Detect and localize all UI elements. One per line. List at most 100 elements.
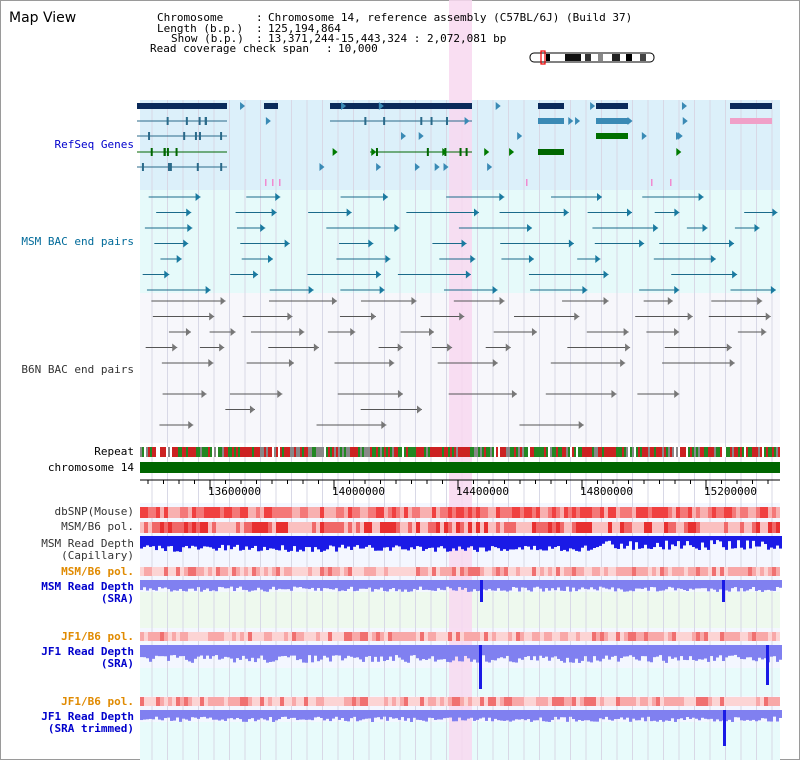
jf1-trim-depth [719, 710, 722, 722]
msm-cap-depth [362, 536, 365, 549]
jf1-sra-depth [452, 645, 455, 661]
jf1-trim-depth [269, 710, 272, 718]
jf1-pol2-heat [140, 697, 144, 706]
msm-sra-depth [608, 580, 611, 590]
msm-sra-pol-heat [652, 567, 656, 576]
msm-sra-depth [269, 580, 272, 590]
bac-end [284, 239, 290, 248]
msm-sra-depth [248, 580, 251, 592]
msm-cap-depth [203, 536, 206, 547]
msm-cap-depth [365, 536, 368, 547]
msm-cap-depth [677, 536, 680, 542]
jf1-pol-heat [732, 632, 736, 641]
track-label-dbsnp[interactable]: dbSNP(Mouse) [54, 505, 134, 518]
msm-sra-pol-heat [664, 567, 668, 576]
repeat-mark [442, 447, 444, 457]
dbsnp-heat [520, 507, 524, 518]
msm-sra-pol-heat [400, 567, 404, 576]
jf1-trim-depth [404, 710, 407, 721]
msm-sra-pol-heat [412, 567, 416, 576]
gene-arrow [442, 148, 448, 156]
track-label-jf1-b6-pol[interactable]: JF1/B6 pol. [61, 630, 134, 643]
msm-sra-depth [497, 580, 500, 589]
track-label-msm-depth-sra[interactable]: MSM Read Depth [41, 580, 134, 593]
repeat-mark [620, 447, 622, 457]
repeat-mark [328, 447, 330, 457]
jf1-trim-depth [431, 710, 434, 719]
msm-cap-depth [416, 536, 419, 547]
msm-sra-depth [374, 580, 377, 590]
dbsnp-heat [516, 507, 520, 518]
msm-pol-heat [388, 522, 392, 533]
msm-pol-heat [556, 522, 560, 533]
dbsnp-heat [424, 507, 428, 518]
jf1-pol2-heat [680, 697, 684, 706]
msm-sra-depth [716, 580, 719, 592]
dbsnp-heat [632, 507, 636, 518]
msm-sra-pol-heat [512, 567, 516, 576]
jf1-trim-depth [653, 710, 656, 721]
track-label-repeat[interactable]: Repeat [94, 445, 134, 458]
dbsnp-heat [492, 507, 496, 518]
track-label-msm-bac[interactable]: MSM BAC end pairs [21, 235, 134, 248]
dbsnp-heat [400, 507, 404, 518]
msm-sra-pol-heat [660, 567, 664, 576]
repeat-mark [464, 447, 466, 457]
dbsnp-heat [684, 507, 688, 518]
jf1-pol2-heat [320, 697, 324, 706]
jf1-sra-depth [506, 645, 509, 656]
repeat-mark [272, 447, 274, 457]
bac-end [461, 239, 467, 248]
msm-cap-depth [524, 536, 527, 547]
msm-sra-pol-heat [476, 567, 480, 576]
track-label-jf1-b6-pol-2[interactable]: JF1/B6 pol. [61, 695, 134, 708]
jf1-pol-heat [340, 632, 344, 641]
bac-end [595, 255, 601, 263]
jf1-pol2-heat [228, 697, 232, 706]
msm-pol-heat [476, 522, 480, 533]
track-label-msm-depth-cap[interactable]: MSM Read Depth [41, 537, 134, 550]
jf1-trim-depth [695, 710, 698, 719]
jf1-trim-depth [506, 710, 509, 721]
msm-sra-depth [275, 580, 278, 590]
track-label-chromosome[interactable]: chromosome 14 [47, 461, 134, 474]
msm-cap-depth [386, 536, 389, 548]
jf1-trim-depth [641, 710, 644, 718]
jf1-sra-depth [392, 645, 395, 661]
msm-sra-depth [647, 580, 650, 591]
jf1-trim-depth [518, 710, 521, 720]
jf1-pol2-heat [396, 697, 400, 706]
jf1-pol2-heat [468, 697, 472, 706]
repeat-mark [550, 447, 552, 457]
track-label-b6n-bac[interactable]: B6N BAC end pairs [21, 363, 134, 376]
jf1-pol2-heat [412, 697, 416, 706]
jf1-trim-depth [287, 710, 290, 719]
bac-end [623, 328, 629, 336]
msm-cap-depth [377, 536, 380, 551]
track-label-refseq[interactable]: RefSeq Genes [54, 138, 134, 151]
jf1-pol2-heat [188, 697, 192, 706]
jf1-sra-depth [626, 645, 629, 657]
msm-pol-heat [684, 522, 688, 533]
msm-sra-depth [140, 580, 143, 591]
jf1-trim-depth [629, 710, 632, 722]
track-label-msm-b6-pol[interactable]: MSM/B6 pol. [61, 520, 134, 533]
track-label-msm-b6-pol-sra[interactable]: MSM/B6 pol. [61, 565, 134, 578]
jf1-sra-depth [191, 645, 194, 663]
bac-end [299, 328, 305, 336]
msm-sra-pol-heat [360, 567, 364, 576]
msm-cap-depth [593, 536, 596, 549]
jf1-trim-depth [605, 710, 608, 717]
jf1-pol2-heat [472, 697, 476, 706]
bac-end [698, 193, 704, 201]
track-label-jf1-depth-trim[interactable]: JF1 Read Depth [41, 710, 134, 723]
msm-sra-depth [575, 580, 578, 592]
track-label-jf1-depth-sra[interactable]: JF1 Read Depth [41, 645, 134, 658]
jf1-sra-depth [752, 645, 755, 661]
repeat-mark [736, 447, 738, 457]
msm-sra-pol-heat [744, 567, 748, 576]
jf1-trim-depth [464, 710, 467, 721]
repeat-mark [296, 447, 298, 457]
jf1-pol2-heat [200, 697, 204, 706]
